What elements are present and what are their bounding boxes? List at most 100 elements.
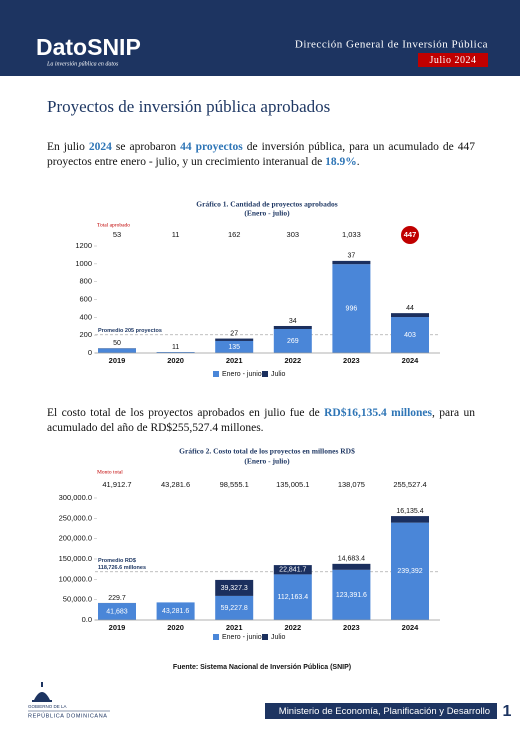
y-tick-label: 600 — [79, 294, 92, 303]
bar-segment — [98, 348, 136, 353]
country: REPÚBLICA DOMINICANA — [28, 712, 108, 719]
x-tick-label: 2023 — [343, 623, 360, 632]
bar-segment — [215, 595, 254, 620]
value-label: 16,135.4 — [396, 508, 423, 515]
total-label: 135,005.1 — [276, 480, 309, 489]
x-tick-label: 2024 — [402, 356, 420, 365]
x-tick-label: 2021 — [226, 623, 243, 632]
x-tick-label: 2020 — [167, 356, 184, 365]
total-label: 162 — [228, 230, 241, 239]
highlight-text: RD$16,135.4 millones — [324, 407, 433, 419]
bar-segment — [215, 338, 254, 341]
total-label: 1,033 — [342, 230, 361, 239]
y-tick-label: 400 — [79, 312, 92, 321]
value-label: 996 — [346, 305, 358, 312]
footer-band — [265, 703, 497, 719]
period: Julio 2024 — [430, 55, 477, 66]
emblem — [32, 682, 52, 702]
highlight-text: 18.9% — [325, 156, 357, 168]
total-label: 303 — [287, 230, 300, 239]
legend-swatch — [213, 634, 219, 640]
gov-line: GOBIERNO DE LA — [28, 704, 67, 709]
x-tick-label: 2022 — [284, 623, 301, 632]
value-label: 11 — [172, 344, 179, 351]
y-tick-label: 1200 — [75, 241, 92, 250]
y-tick-label: 200,000.0 — [59, 534, 92, 543]
bar-segment — [215, 340, 254, 353]
y-tick-label: 250,000.0 — [59, 513, 92, 522]
total-label: 43,281.6 — [161, 480, 190, 489]
paragraph: En julio 2024 se aprobaron 44 proyectos … — [47, 140, 475, 170]
x-tick-label: 2022 — [284, 356, 301, 365]
totals-name: Monto total — [97, 469, 123, 475]
x-tick-label: 2021 — [226, 356, 243, 365]
value-label: 44 — [406, 305, 414, 312]
bar-segment — [98, 603, 136, 620]
legend-label: Enero - junio — [222, 371, 262, 378]
legend-swatch — [262, 371, 268, 377]
total-highlight — [401, 226, 419, 244]
text: se aprobaron — [111, 141, 181, 153]
value-label: 37 — [348, 253, 356, 260]
y-tick-label: 100,000.0 — [59, 574, 92, 583]
x-tick-label: 2023 — [343, 356, 360, 365]
value-label: 112,163.4 — [277, 594, 308, 601]
x-tick-label: 2019 — [109, 623, 126, 632]
value-label: 59,227.8 — [221, 605, 248, 612]
period-badge — [418, 53, 488, 67]
value-label: 239,392 — [397, 568, 422, 575]
y-tick-label: 1000 — [75, 259, 92, 268]
bar-segment — [391, 516, 429, 523]
value-label: 135 — [228, 344, 240, 351]
legend-label: Julio — [271, 634, 286, 641]
text: . — [356, 156, 360, 168]
x-tick-label: 2019 — [109, 356, 126, 365]
ministry: Ministerio de Economía, Planificación y … — [279, 706, 490, 717]
bar-segment — [391, 522, 429, 620]
bar-segment — [391, 313, 429, 318]
chart-subtitle: (Enero - julio) — [244, 457, 290, 466]
bar-segment — [156, 352, 195, 353]
legend-swatch — [213, 371, 219, 377]
text: El costo total de los proyectos aprobado… — [47, 407, 325, 419]
y-tick-label: 0 — [88, 348, 92, 357]
value-label: 39,327.3 — [221, 585, 248, 592]
y-tick-label: 800 — [79, 277, 92, 286]
tagline: La inversión pública en datos — [46, 61, 119, 67]
department: Dirección General de Inversión Pública — [295, 39, 488, 51]
text: En julio — [47, 141, 89, 153]
value-label: 403 — [404, 332, 416, 339]
x-tick-label: 2024 — [402, 623, 420, 632]
highlight-text: 44 proyectos — [180, 141, 243, 153]
chart-title: Gráfico 1. Cantidad de proyectos aprobad… — [196, 200, 337, 209]
bar-segment — [332, 264, 371, 353]
text: , para un acumulado del año de RD$255,52… — [47, 407, 475, 434]
total-label: 11 — [172, 230, 180, 239]
y-tick-label: 50,000.0 — [63, 595, 92, 604]
total-label: 53 — [113, 230, 121, 239]
value-label: 229.7 — [108, 595, 126, 602]
value-label: 41,683 — [106, 608, 128, 615]
total-label: 98,555.1 — [220, 480, 249, 489]
bar-segment — [273, 565, 312, 575]
value-label: 50 — [113, 340, 121, 347]
legend-label: Enero - junio — [222, 634, 262, 641]
bar-segment — [273, 574, 312, 620]
total-label: 447 — [404, 230, 417, 239]
total-label: 138,075 — [338, 480, 365, 489]
chart-subtitle: (Enero - julio) — [244, 209, 290, 218]
bar-segment — [391, 317, 429, 353]
value-label: 34 — [289, 318, 297, 325]
legend-label: Julio — [271, 371, 286, 378]
x-tick-label: 2020 — [167, 623, 184, 632]
chart-title: Gráfico 2. Costo total de los proyectos … — [179, 447, 355, 456]
value-label: 123,391.6 — [336, 592, 367, 599]
average-label: 118,726.6 millones — [98, 565, 146, 571]
y-tick-label: 150,000.0 — [59, 554, 92, 563]
bar-segment — [273, 325, 312, 330]
bar-segment — [332, 569, 371, 620]
value-label: 43,281.6 — [162, 608, 189, 615]
page-number: 1 — [503, 703, 512, 720]
